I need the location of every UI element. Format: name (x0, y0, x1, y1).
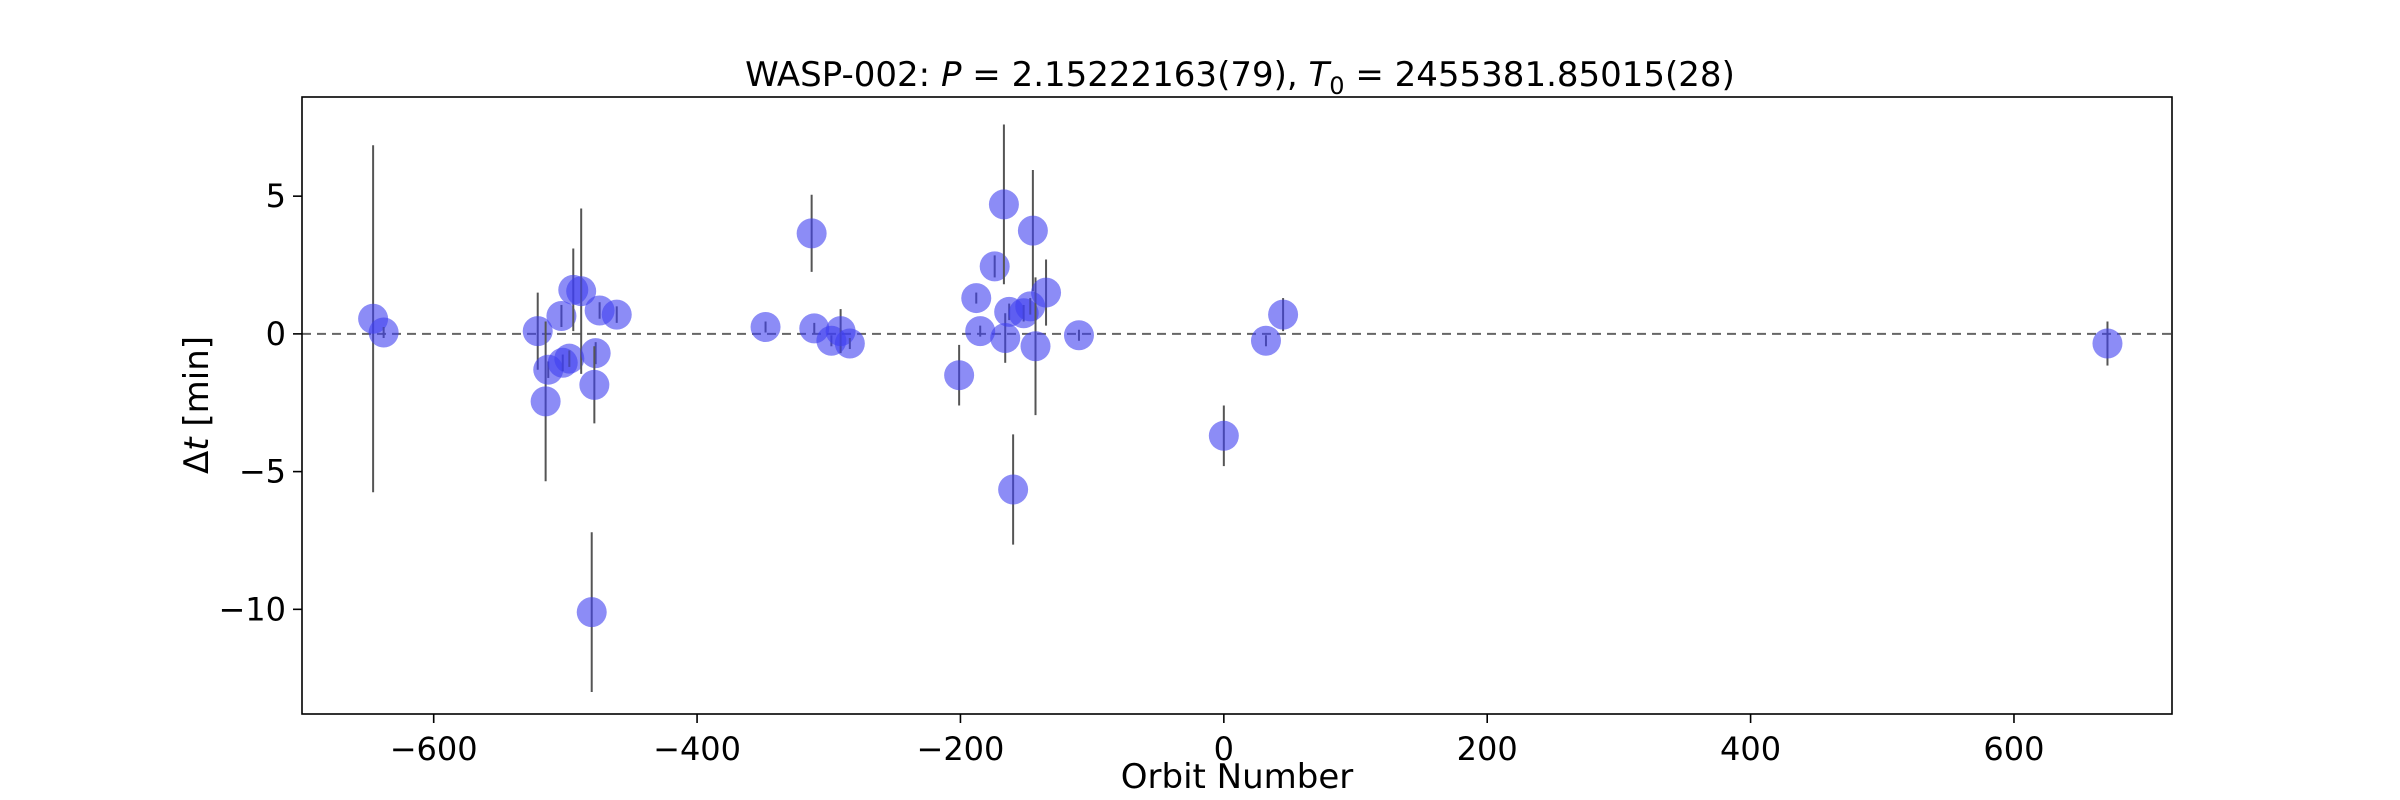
point-marker (834, 328, 865, 359)
point-marker (566, 276, 597, 307)
data-point (546, 300, 577, 331)
point-marker (580, 338, 611, 369)
x-tick-label: 600 (1983, 730, 2044, 768)
data-point (998, 434, 1029, 545)
data-point (566, 208, 597, 374)
point-marker (750, 311, 781, 342)
point-marker (579, 369, 610, 400)
point-marker (1031, 277, 1062, 308)
point-marker (796, 218, 827, 249)
x-axis-label: Orbit Number (1121, 757, 1354, 797)
point-marker (546, 300, 577, 331)
point-marker (1250, 325, 1281, 356)
x-tick-label: 400 (1720, 730, 1781, 768)
data-point (601, 299, 632, 330)
data-point (944, 344, 975, 406)
point-marker (979, 251, 1010, 282)
data-point (834, 328, 865, 359)
data-point (2092, 321, 2123, 366)
y-tick-label: 0 (266, 315, 286, 353)
data-point (750, 311, 781, 342)
y-axis: −10 −5 0 5 (218, 177, 302, 628)
chart-title: WASP-002: P = 2.15222163(79), T0 = 24553… (745, 55, 1735, 100)
point-marker (1268, 299, 1299, 330)
point-marker (1063, 320, 1094, 351)
data-point (530, 321, 561, 482)
point-marker (2092, 328, 2123, 359)
data-point (796, 194, 827, 272)
y-tick-label: −5 (239, 453, 286, 491)
data-point (1063, 320, 1094, 351)
point-marker (576, 597, 607, 628)
data-point (554, 343, 585, 374)
point-marker (988, 189, 1019, 220)
data-point (1250, 325, 1281, 356)
data-point (368, 317, 399, 348)
point-marker (998, 474, 1029, 505)
point-marker (530, 386, 561, 417)
data-point (979, 251, 1010, 282)
x-tick-label: −600 (390, 730, 478, 768)
x-axis: −600 −400 −200 0 200 400 600 (390, 714, 2045, 768)
point-marker (965, 316, 996, 347)
x-tick-label: 200 (1457, 730, 1518, 768)
data-point (965, 316, 996, 347)
x-tick-label: 0 (1214, 730, 1234, 768)
data-point (988, 124, 1019, 285)
x-tick-label: −200 (917, 730, 1005, 768)
point-marker (1020, 331, 1051, 362)
data-point (576, 532, 607, 692)
point-marker (990, 323, 1021, 354)
point-marker (601, 299, 632, 330)
data-point (1017, 169, 1048, 292)
y-tick-label: 5 (266, 177, 286, 215)
point-marker (944, 360, 975, 391)
plot-area-frame (301, 96, 2173, 715)
data-point (1031, 259, 1062, 326)
data-point (1268, 298, 1299, 332)
y-tick-label: −10 (218, 590, 286, 628)
point-marker (1208, 420, 1239, 451)
x-tick-label: −400 (653, 730, 741, 768)
data-point (579, 346, 610, 424)
point-marker (961, 283, 992, 314)
data-point (961, 283, 992, 314)
data-point (1208, 405, 1239, 467)
data-points (358, 124, 2123, 692)
data-point (580, 338, 611, 369)
point-marker (1017, 215, 1048, 246)
y-axis-label: Δt [min] (177, 336, 217, 474)
point-marker (554, 343, 585, 374)
point-marker (368, 317, 399, 348)
